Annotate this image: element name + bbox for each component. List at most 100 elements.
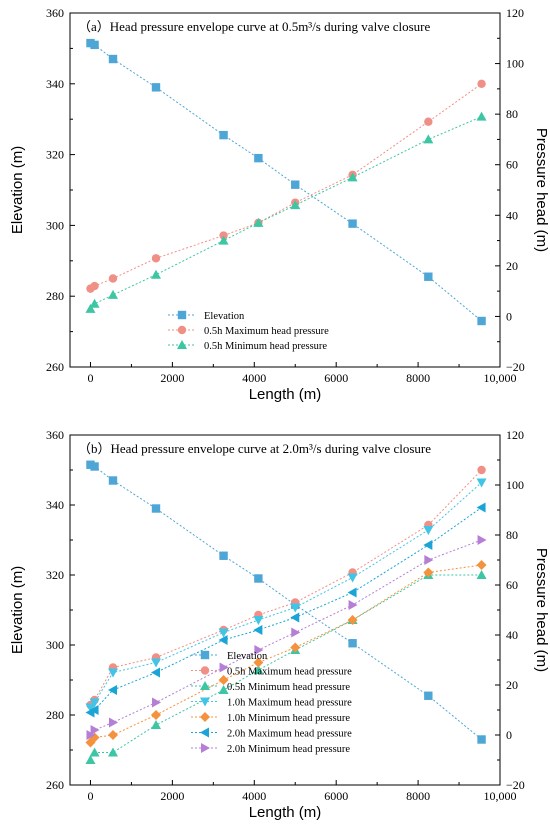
x-tick-label: 10,000	[484, 789, 517, 803]
legend-entry: 0.5h Minimum head pressure	[204, 341, 327, 352]
data-point	[347, 573, 358, 583]
x-axis-label: Length (m)	[249, 386, 322, 403]
data-point	[85, 755, 96, 764]
data-point	[291, 627, 301, 638]
legend-marker	[200, 681, 210, 690]
x-tick-label: 2000	[160, 371, 184, 385]
data-point	[477, 735, 486, 744]
series-0	[86, 38, 486, 326]
y-tick-label: 300	[46, 638, 64, 652]
data-point	[108, 685, 117, 695]
data-point	[219, 662, 229, 673]
data-point	[290, 612, 300, 623]
legend-marker	[177, 325, 187, 335]
data-point	[477, 316, 486, 326]
legend-marker	[201, 743, 210, 753]
legend-marker	[177, 310, 187, 320]
y2-tick-label: −20	[506, 360, 525, 374]
data-point	[151, 720, 161, 729]
series-line	[90, 42, 482, 322]
series-3	[85, 478, 487, 713]
legend: Elevation 0.5h Maximum head pressure 0.5h …	[191, 650, 352, 755]
data-point	[476, 560, 487, 570]
series-line	[90, 539, 482, 736]
x-tick-label: 0	[87, 789, 93, 803]
y2-tick-label: 60	[506, 578, 518, 592]
data-point	[151, 667, 160, 678]
data-point	[477, 535, 487, 545]
data-point	[424, 691, 433, 700]
data-point	[218, 628, 229, 638]
data-point	[108, 274, 118, 283]
data-point	[423, 567, 434, 578]
y-tick-label: 340	[46, 498, 64, 512]
legend-entry: Elevation	[204, 311, 245, 322]
data-point	[89, 747, 100, 757]
y-tick-label: 340	[46, 77, 64, 91]
data-point	[423, 134, 434, 144]
data-point	[476, 570, 487, 579]
data-point	[219, 231, 228, 240]
y-tick-label: 260	[46, 360, 64, 374]
y2-tick-label: 60	[506, 158, 518, 172]
data-point	[218, 675, 229, 685]
data-point	[477, 79, 486, 89]
panel-a: 0 2000 4000 6000 8000 10,000 260 280 300 320 340 36…	[9, 6, 550, 403]
series-line	[90, 116, 482, 310]
y2-tick-label: 100	[506, 478, 524, 492]
data-point	[90, 462, 99, 471]
data-point	[90, 40, 99, 50]
data-point	[90, 725, 100, 735]
y2-tick-label: 100	[506, 57, 524, 71]
data-point	[290, 603, 301, 613]
data-point	[152, 697, 161, 708]
y2-tick-label: 20	[506, 259, 518, 273]
y-tick-label: 360	[46, 6, 64, 20]
data-point	[218, 635, 228, 645]
legend-entry: 2.0h Maximum head pressure	[227, 729, 352, 740]
x-tick-label: 4000	[242, 371, 266, 385]
chart-title: （b）Head pressure envelope curve at 2.0m³…	[78, 441, 431, 456]
series-1	[86, 79, 486, 293]
y-tick-label: 320	[46, 568, 64, 582]
data-point	[218, 685, 229, 694]
y-tick-label: 260	[46, 778, 64, 792]
data-point	[253, 657, 264, 668]
y-tick-label: 280	[46, 708, 64, 722]
legend-entry: 1.0h Minimum head pressure	[227, 713, 350, 724]
x-tick-label: 4000	[242, 789, 266, 803]
data-point	[348, 639, 357, 648]
data-point	[424, 272, 433, 281]
data-point	[108, 668, 118, 678]
data-point	[348, 600, 358, 610]
y-axis-label: Elevation (m)	[9, 566, 26, 654]
data-point	[477, 465, 486, 475]
y-tick-label: 360	[46, 428, 64, 442]
data-point	[89, 298, 100, 308]
chart-title: （a）Head pressure envelope curve at 0.5m³…	[78, 19, 430, 34]
y2-tick-label: 80	[506, 107, 518, 121]
data-point	[254, 645, 264, 655]
x-tick-label: 0	[87, 371, 93, 385]
data-point	[85, 303, 96, 313]
data-point	[151, 504, 161, 513]
legend-entry: Elevation	[227, 651, 268, 662]
legend-entry: 0.5h Maximum head pressure	[204, 326, 329, 337]
plot-frame	[69, 12, 501, 368]
data-point	[347, 587, 357, 598]
series-2	[85, 570, 487, 764]
y-tick-label: 280	[46, 289, 64, 303]
series-5	[85, 502, 486, 718]
series-line	[90, 564, 482, 743]
data-point	[108, 54, 118, 64]
data-point	[423, 540, 433, 550]
data-point	[108, 289, 118, 299]
data-point	[151, 269, 161, 279]
y-tick-label: 300	[46, 218, 64, 232]
data-point	[253, 616, 264, 625]
y2-tick-label: 20	[506, 678, 518, 692]
legend-entry: 1.0h Maximum head pressure	[227, 698, 352, 709]
series-line	[90, 469, 482, 706]
panel-b: 0 2000 4000 6000 8000 10,000 260 280 300 320 340 36…	[9, 428, 550, 821]
